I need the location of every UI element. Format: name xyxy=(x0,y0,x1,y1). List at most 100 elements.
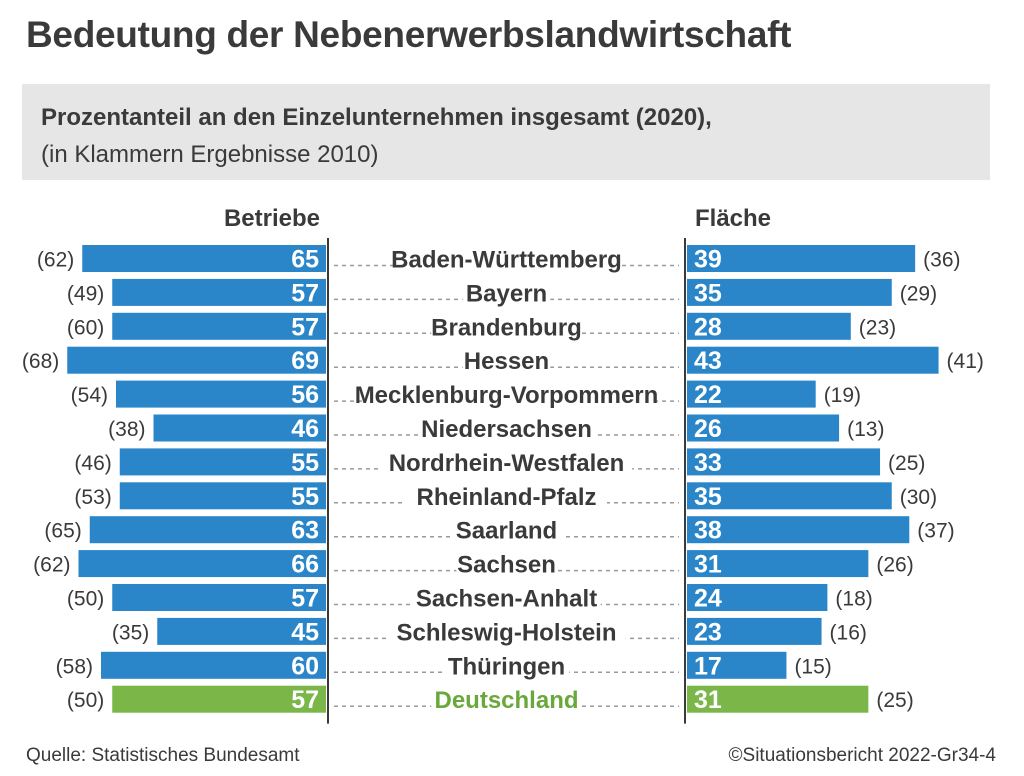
value-label-betriebe: 46 xyxy=(291,415,319,443)
value-label-flaeche: 39 xyxy=(694,246,722,274)
label-2010-betriebe: (50) xyxy=(67,588,104,611)
value-label-flaeche: 43 xyxy=(694,347,722,375)
bar-flaeche xyxy=(687,346,939,374)
label-2010-betriebe: (58) xyxy=(56,655,93,678)
value-label-betriebe: 57 xyxy=(291,313,319,341)
bar-betriebe xyxy=(112,278,326,306)
value-label-betriebe: 55 xyxy=(291,483,319,511)
category-label-bg xyxy=(462,279,551,305)
bar-betriebe xyxy=(116,380,326,408)
category-label-bg xyxy=(418,415,595,441)
category-label-bg xyxy=(406,483,607,509)
value-label-betriebe: 65 xyxy=(291,246,319,274)
bar-betriebe xyxy=(67,346,326,374)
subtitle-box: Prozentanteil an den Einzelunternehmen i… xyxy=(22,84,990,180)
series-heading-betriebe: Betriebe xyxy=(223,205,320,232)
value-label-flaeche: 31 xyxy=(694,686,722,714)
value-label-flaeche: 24 xyxy=(694,585,722,613)
bar-flaeche xyxy=(687,550,869,578)
bar-flaeche xyxy=(687,245,916,272)
label-2010-flaeche: (30) xyxy=(900,486,937,509)
category-label: Deutschland xyxy=(434,687,578,714)
label-2010-flaeche: (18) xyxy=(835,588,872,611)
bar-flaeche xyxy=(687,448,881,476)
chart-title: Bedeutung der Nebenerwerbslandwirtschaft xyxy=(26,14,792,55)
category-label-bg xyxy=(380,449,633,475)
category-label-bg xyxy=(361,381,652,407)
bar-flaeche xyxy=(687,685,869,713)
label-2010-betriebe: (35) xyxy=(112,621,149,644)
label-2010-flaeche: (29) xyxy=(900,282,937,305)
value-label-betriebe: 57 xyxy=(291,279,319,307)
bar-betriebe xyxy=(112,685,326,713)
bar-betriebe xyxy=(119,482,326,510)
bar-flaeche xyxy=(687,584,828,611)
bar-betriebe xyxy=(157,617,326,645)
category-label: Niedersachsen xyxy=(421,416,592,443)
bar-betriebe xyxy=(101,651,326,679)
label-2010-flaeche: (26) xyxy=(876,554,913,577)
label-2010-betriebe: (54) xyxy=(71,384,108,407)
label-2010-betriebe: (50) xyxy=(67,689,104,712)
value-label-betriebe: 57 xyxy=(291,585,319,613)
category-label: Hessen xyxy=(464,348,549,375)
bar-flaeche xyxy=(687,414,840,442)
bar-flaeche xyxy=(687,312,851,340)
bar-betriebe xyxy=(112,312,326,340)
category-label-bg xyxy=(387,618,626,644)
category-label: Bayern xyxy=(466,280,547,307)
bar-betriebe xyxy=(78,550,326,578)
label-2010-flaeche: (41) xyxy=(947,350,984,373)
category-label: Baden-Württemberg xyxy=(391,247,622,274)
category-label: Nordrhein-Westfalen xyxy=(389,450,625,477)
bar-flaeche xyxy=(687,651,787,679)
chart-subtitle-note: (in Klammern Ergebnisse 2010) xyxy=(41,141,379,168)
category-label-bg xyxy=(450,517,563,543)
category-label: Saarland xyxy=(456,518,557,545)
label-2010-flaeche: (25) xyxy=(876,689,913,712)
value-label-betriebe: 56 xyxy=(291,381,319,409)
label-2010-flaeche: (25) xyxy=(888,452,925,475)
label-2010-betriebe: (46) xyxy=(74,452,111,475)
bar-betriebe xyxy=(82,245,326,272)
value-label-betriebe: 55 xyxy=(291,449,319,477)
label-2010-betriebe: (65) xyxy=(44,520,81,543)
label-2010-betriebe: (68) xyxy=(22,350,59,373)
value-label-betriebe: 69 xyxy=(291,347,319,375)
value-label-flaeche: 31 xyxy=(694,551,722,579)
label-2010-flaeche: (15) xyxy=(794,655,831,678)
bar-flaeche xyxy=(687,482,892,510)
bar-betriebe xyxy=(112,584,326,611)
category-label: Sachsen xyxy=(457,552,556,579)
label-2010-flaeche: (16) xyxy=(830,621,867,644)
bar-flaeche xyxy=(687,380,816,408)
value-label-flaeche: 22 xyxy=(694,381,722,409)
label-2010-flaeche: (23) xyxy=(859,316,896,339)
category-label-bg xyxy=(393,246,620,271)
category-label-bg xyxy=(431,686,582,712)
category-label: Rheinland-Pfalz xyxy=(416,484,596,511)
category-label: Mecklenburg-Vorpommern xyxy=(355,382,659,409)
bar-betriebe xyxy=(153,414,326,442)
category-label-bg xyxy=(462,347,551,373)
label-2010-flaeche: (36) xyxy=(923,249,960,272)
category-label: Thüringen xyxy=(448,653,565,680)
value-label-flaeche: 33 xyxy=(694,449,722,477)
bar-betriebe xyxy=(119,448,326,476)
category-label: Sachsen-Anhalt xyxy=(416,586,597,613)
value-label-betriebe: 63 xyxy=(291,517,319,545)
label-2010-betriebe: (49) xyxy=(67,282,104,305)
label-2010-flaeche: (37) xyxy=(917,520,954,543)
bar-flaeche xyxy=(687,617,822,645)
category-label-bg xyxy=(443,652,570,678)
label-2010-betriebe: (53) xyxy=(74,486,111,509)
chart-subtitle: Prozentanteil an den Einzelunternehmen i… xyxy=(41,104,712,131)
copyright-note: ©Situationsbericht 2022-Gr34-4 xyxy=(728,745,996,766)
value-label-flaeche: 26 xyxy=(694,415,722,443)
value-label-flaeche: 35 xyxy=(694,483,722,511)
bar-betriebe xyxy=(89,516,326,544)
value-label-flaeche: 23 xyxy=(694,618,722,646)
category-label-bg xyxy=(456,551,557,577)
value-label-betriebe: 45 xyxy=(291,618,319,646)
